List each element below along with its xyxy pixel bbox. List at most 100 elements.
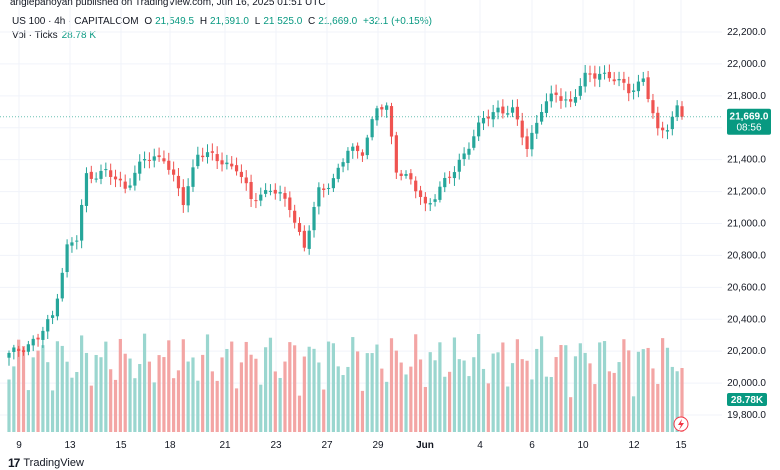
volume-bar [481, 368, 486, 432]
candle-body [535, 122, 539, 134]
volume-bar [525, 360, 529, 432]
time-tick-label: 15 [115, 440, 127, 451]
volume-bar [510, 363, 515, 432]
volume-bar [414, 334, 418, 432]
candle-body [147, 159, 152, 161]
volume-bar [336, 366, 340, 432]
candle-body [138, 161, 142, 174]
volume-bar [578, 343, 582, 432]
volume-bar [462, 360, 466, 432]
candle-body [17, 348, 21, 351]
candle-body [186, 186, 190, 206]
candle-body [230, 163, 234, 167]
volume-bar [138, 364, 142, 432]
volume-bar [225, 348, 229, 432]
volume-bar [36, 350, 40, 432]
symbol-name[interactable]: US 100 · 4h · CAPITALCOM [12, 16, 139, 27]
candle-body [602, 72, 607, 74]
volume-bar [365, 353, 369, 432]
volume-bar [26, 390, 30, 432]
candle-body [661, 127, 665, 131]
volume-label[interactable]: Vol · Ticks [12, 30, 58, 41]
volume-bar [661, 338, 665, 432]
candle-body [239, 171, 244, 177]
volume-bar [418, 359, 423, 432]
volume-bar [656, 383, 660, 432]
candle-body [152, 156, 156, 161]
candle-body [109, 170, 113, 177]
tradingview-brand[interactable]: TradingView [23, 457, 84, 469]
candle-body [65, 244, 69, 273]
volume-bar [675, 371, 679, 432]
price-tick-label: 22,200.0 [727, 27, 766, 38]
volume-bar [50, 390, 55, 432]
grid-lines [0, 0, 722, 432]
lightning-icon[interactable] [673, 416, 689, 432]
candle-body [167, 160, 171, 170]
candle-body [50, 315, 55, 318]
close-value: 21,669.0 [318, 16, 358, 27]
candle-body [249, 181, 253, 200]
time-tick-label: 4 [477, 440, 483, 451]
volume-bar [162, 357, 166, 432]
candle-body [627, 83, 631, 94]
volume-bar [220, 357, 224, 432]
volume-bar [423, 386, 427, 432]
volume-bar [109, 369, 113, 432]
volume-bar [569, 397, 573, 432]
candle-body [467, 148, 471, 155]
volume-value: 28.78 K [61, 30, 97, 41]
candle-body [525, 136, 529, 150]
time-tick-label: 29 [372, 440, 384, 451]
volume-bar [375, 344, 379, 432]
candle-body [283, 193, 287, 199]
candle-body [452, 172, 457, 179]
high-value: 21,691.0 [210, 16, 249, 27]
volume-bar [99, 357, 103, 432]
price-tick-label: 20,400.0 [727, 314, 766, 325]
volume-bar [215, 380, 219, 432]
volume-bar [467, 376, 471, 432]
candle-body [573, 97, 578, 103]
volume-bar [598, 342, 602, 432]
publisher-line: anglepanoyan published on TradingView.co… [10, 0, 326, 8]
volume-bar [356, 351, 360, 432]
volume-bar [385, 381, 389, 432]
volume-bar [602, 341, 607, 432]
volume-bar [147, 361, 152, 432]
candle-body [244, 177, 248, 184]
time-axis: 9 13 15 18 21 23 27 29 Jun 4 6 10 12 15 [16, 440, 687, 451]
candle-body [486, 116, 490, 119]
volume-bar [283, 361, 287, 432]
volume-bar [370, 353, 374, 432]
volume-bar [118, 338, 122, 432]
candle-body [123, 181, 127, 189]
volume-bar [535, 348, 539, 432]
volume-bar [680, 368, 684, 432]
volume-bar [264, 347, 268, 432]
candle-body [418, 190, 423, 198]
volume-bar [60, 345, 64, 432]
candle-body [665, 130, 670, 132]
open-value: 21,549.5 [155, 16, 195, 27]
candle-body [351, 146, 355, 151]
last-price-label: 21,669.0 [730, 112, 769, 123]
candle-body [380, 107, 384, 110]
price-tick-label: 20,200.0 [727, 346, 766, 357]
candle-body [477, 122, 481, 137]
candle-body [428, 203, 432, 205]
price-tick-label: 20,600.0 [727, 282, 766, 293]
volume-bar [142, 333, 147, 432]
time-tick-label: 27 [321, 440, 333, 451]
candle-body [176, 175, 181, 189]
time-tick-label: 12 [628, 440, 640, 451]
volume-bar [31, 357, 35, 432]
candle-body [617, 79, 621, 81]
volume-bar [457, 359, 461, 432]
candle-body [481, 117, 486, 124]
candle-body [128, 185, 132, 188]
volume-bar [433, 360, 437, 432]
volume-bar [55, 341, 60, 432]
volume-bar [176, 370, 181, 432]
